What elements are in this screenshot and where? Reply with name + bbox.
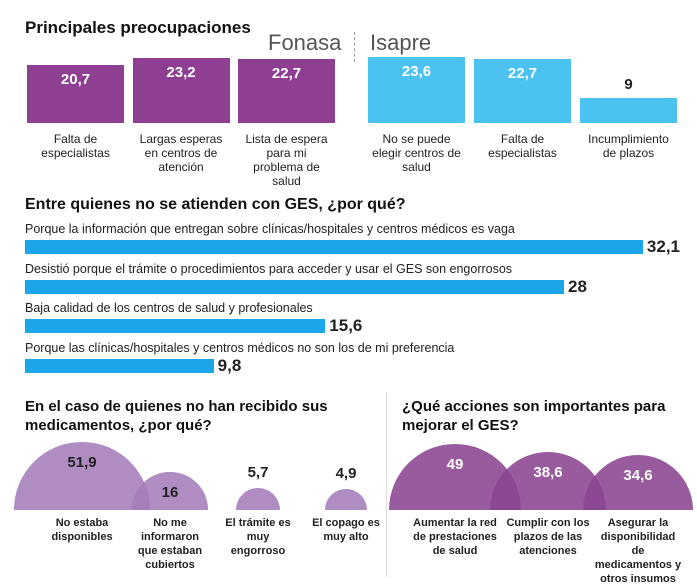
value-label: 20,7: [60, 71, 91, 89]
category-label: No se puede elegir centros de salud: [372, 132, 461, 174]
value-label: 23,6: [401, 62, 432, 80]
value-label: 4,9: [335, 465, 357, 483]
category-label: El copago es muy alto: [312, 517, 380, 543]
category-label: Asegurar la disponibilidad de medicament…: [594, 517, 682, 585]
category-label: Largas esperas en centros de atención: [139, 132, 223, 174]
value-label: 49: [446, 456, 464, 474]
chart-subtitle: Fonasa: [268, 30, 342, 55]
category-label: Incumplimiento de plazos: [588, 132, 669, 160]
bar: [25, 358, 214, 373]
chart-title: Isapre: [370, 30, 432, 55]
value-label: 15,6: [329, 316, 363, 335]
category-label: Porque las clínicas/hospitales y centros…: [25, 340, 455, 355]
category-label: No me informaron que estaban cubiertos: [137, 517, 203, 571]
bar: [474, 59, 571, 123]
value-label: 34,6: [623, 466, 653, 484]
bar: [580, 97, 677, 123]
category-label: Baja calidad de los centros de salud y p…: [25, 301, 313, 315]
category-label: Falta de especialistas: [488, 132, 557, 160]
category-label: Lista de espera para mi problema de salu…: [245, 132, 328, 188]
value-label: 23,2: [166, 64, 196, 82]
divider: [386, 392, 387, 577]
bar: [25, 319, 326, 333]
value-label: 22,7: [507, 65, 538, 83]
value-label: 38,6: [533, 463, 563, 481]
bar: [25, 279, 564, 294]
value-label: 9: [624, 75, 633, 93]
value-label: 28: [568, 276, 587, 296]
bubble: [325, 489, 367, 510]
category-label: Desistió porque el trámite o procedimien…: [25, 261, 513, 276]
chart-title: Principales preocupaciones: [25, 18, 251, 37]
value-label: 16: [161, 484, 179, 502]
category-label: Porque la información que entregan sobre…: [25, 222, 515, 236]
chart-title: En el caso de quienes no han recibido su…: [25, 398, 328, 434]
value-label: 32,1: [646, 237, 681, 256]
category-label: Aumentar la red de prestaciones de salud: [413, 517, 497, 557]
bar: [25, 240, 643, 254]
bar: [27, 65, 124, 123]
divider: [354, 32, 355, 62]
bar: [238, 59, 335, 123]
chart-title: Entre quienes no se atienden con GES, ¿p…: [25, 196, 406, 213]
value-label: 9,8: [217, 355, 242, 375]
value-label: 22,7: [271, 65, 302, 83]
value-label: 51,9: [67, 454, 97, 472]
category-label: El trámite es muy engorroso: [225, 517, 291, 557]
bar: [368, 56, 465, 123]
category-label: Falta de especialistas: [41, 132, 110, 160]
bubble: [235, 487, 281, 510]
value-label: 5,7: [247, 463, 269, 481]
bar: [132, 58, 230, 123]
category-label: No estaba disponibles: [51, 517, 113, 543]
chart-title: ¿Qué acciones son importantes para mejor…: [402, 398, 666, 434]
category-label: Cumplir con los plazos de las atenciones: [506, 517, 590, 557]
